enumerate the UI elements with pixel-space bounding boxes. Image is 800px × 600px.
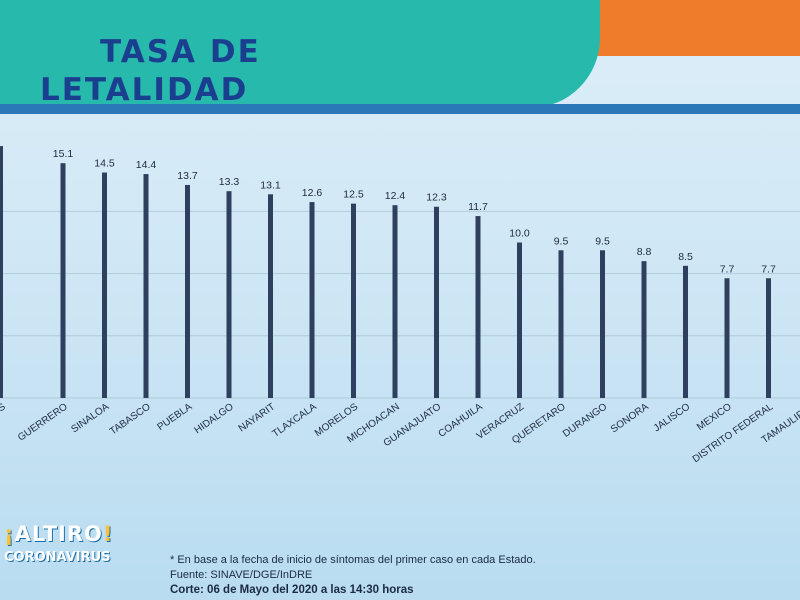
bar-partial-left: [0, 146, 3, 398]
bar-GUERRERO: [60, 163, 66, 398]
value-label: 7.7: [720, 263, 735, 275]
bar-MEXICO: [724, 278, 730, 398]
value-label: 15.1: [53, 148, 74, 160]
value-label: 10.0: [509, 228, 530, 240]
header-teal-band: [0, 0, 600, 108]
footer-cutoff: Corte: 06 de Mayo del 2020 a las 14:30 h…: [170, 584, 414, 596]
bar-chart: S 15.1 GUERRERO 14.5 SINALOA 14.4 TABASCO 13.7 P…: [0, 146, 800, 465]
category-label: SONORA: [609, 401, 651, 435]
value-label: 8.5: [678, 251, 693, 263]
value-label: 12.5: [343, 189, 364, 201]
bar-NAYARIT: [268, 194, 273, 398]
bar-DURANGO: [600, 250, 605, 398]
value-label: 12.6: [302, 187, 323, 199]
value-label: 7.7: [761, 263, 776, 275]
title-line-1: TASA DE: [100, 34, 261, 70]
value-label: 13.7: [177, 170, 198, 182]
value-label: 9.5: [554, 235, 569, 247]
footer-source: Fuente: SINAVE/DGE/InDRE: [170, 569, 313, 581]
category-label: TABASCO: [108, 401, 153, 437]
footer-note: * En base a la fecha de inicio de síntom…: [170, 554, 536, 566]
value-label: 14.4: [136, 159, 157, 171]
bar-GUANAJUATO: [434, 206, 439, 398]
category-label: TLAXCALA: [271, 401, 319, 440]
value-label: 13.3: [219, 176, 240, 188]
bar-VERACRUZ: [517, 242, 522, 398]
bar-HIDALGO: [226, 191, 232, 398]
value-label: 12.4: [385, 190, 406, 202]
bar-PUEBLA: [185, 184, 190, 398]
bar-SINALOA: [102, 172, 107, 398]
value-label: 12.3: [426, 192, 447, 204]
value-label: 11.7: [468, 201, 488, 213]
bar-TABASCO: [143, 174, 149, 398]
logo-top-text: ALTIRO: [14, 522, 103, 546]
value-label: 8.8: [637, 246, 652, 258]
category-label: MEXICO: [695, 401, 734, 433]
chart-title: TASA DE LETALIDAD: [40, 33, 261, 109]
category-label: GUERRERO: [16, 401, 70, 443]
bar-MORELOS: [351, 203, 356, 398]
logo-bottom-text: CORONAVIRUS: [4, 550, 111, 565]
bar-TLAXCALA: [309, 202, 315, 398]
bar-MICHOACAN: [392, 205, 398, 398]
bar-SONORA: [641, 261, 647, 398]
value-label: 13.1: [260, 179, 281, 191]
value-label: 14.5: [94, 158, 115, 170]
bar-JALISCO: [683, 265, 688, 398]
category-label: JALISCO: [652, 401, 693, 434]
value-label: 9.5: [595, 235, 610, 247]
category-label: PUEBLA: [156, 401, 195, 433]
title-line-2: LETALIDAD: [40, 72, 249, 108]
category-label: HIDALGO: [193, 401, 236, 436]
bar-COAHUILA: [475, 216, 481, 398]
bar-QUERETARO: [558, 250, 564, 398]
header-orange-band: [560, 0, 800, 56]
header-blue-strip: [0, 104, 800, 114]
bar-DISTRITO FEDERAL: [766, 278, 771, 398]
footer-notes: * En base a la fecha de inicio de síntom…: [170, 553, 536, 598]
altiro-logo: ¡ALTIRO! CORONAVIRUS: [4, 522, 116, 582]
category-label: SINALOA: [69, 401, 111, 435]
category-label-partial-left: S: [0, 401, 8, 414]
category-label: DURANGO: [561, 401, 609, 439]
